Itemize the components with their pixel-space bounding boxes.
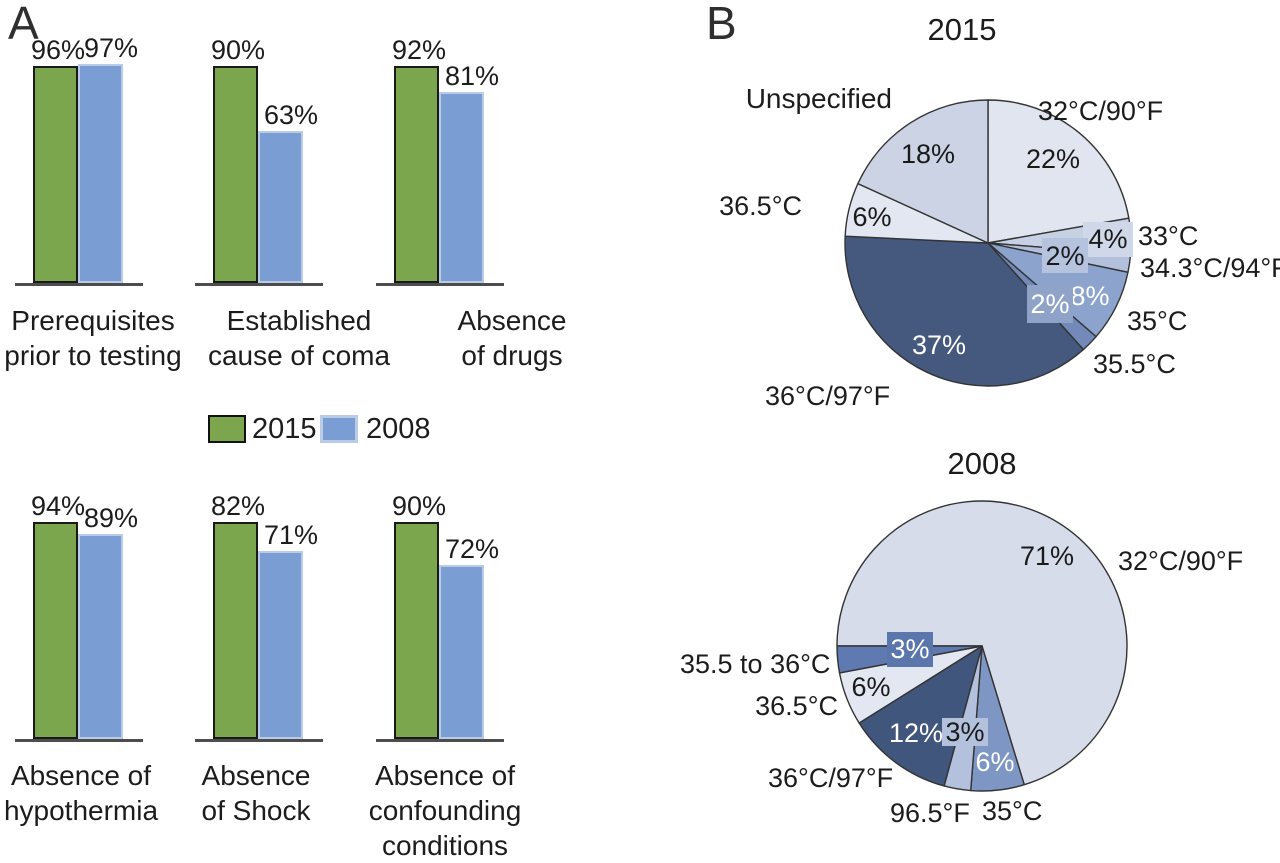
bar-value-2008: 81%: [445, 61, 500, 91]
pie-percent-label: 3%: [945, 717, 985, 747]
chart-title-line: hypothermia: [3, 795, 159, 826]
pie-category-label: 36°C/97°F: [765, 381, 891, 411]
pie-percent-label: 6%: [975, 747, 1015, 777]
chart-title: Absence of Shock: [136, 758, 376, 828]
pie-percent-label: 4%: [1088, 224, 1128, 254]
percent-label-box: [1027, 285, 1073, 323]
chart-title-line: Prerequisites: [11, 305, 175, 336]
pie-percent-label: 71%: [1019, 541, 1075, 571]
chart-title-line: of drugs: [461, 340, 563, 371]
bar-2015: [213, 522, 258, 739]
percent-label-box: [1042, 238, 1088, 273]
pie-percent-label: 8%: [1070, 281, 1110, 311]
bar-value-2008: 72%: [445, 534, 500, 564]
pie-percent-label: 22%: [1025, 144, 1081, 174]
bar-value-2015: 90%: [392, 491, 447, 521]
pie-category-label: 33°C: [1138, 221, 1199, 251]
bar-value-2008: 89%: [84, 503, 139, 533]
percent-label-box: [1083, 222, 1133, 257]
pie-slice-36°C/97°F: [844, 235, 1085, 387]
bar-2008: [439, 92, 484, 283]
pie-slice-32°C/90°F: [836, 500, 1128, 786]
chart-title-line: Absence: [457, 305, 567, 336]
pie-category-label: 36.5°C: [755, 691, 838, 721]
pie-percent-label: 2%: [1045, 241, 1085, 271]
bar-axis: [15, 283, 143, 286]
pie-category-label: 96.5°F: [890, 798, 970, 828]
pie-slice-32°C/90°F: [987, 99, 1130, 244]
chart-title: Prerequisites prior to testing: [0, 303, 213, 373]
bar-2015: [33, 522, 78, 739]
pie-category-label: 34.3°C/94°F: [1140, 253, 1280, 283]
pie-category-label: Unspecified: [745, 83, 892, 114]
legend-label-2015: 2015: [252, 413, 317, 445]
pie-slice-36°C/97°F: [858, 645, 983, 787]
pie-percent-label: 37%: [911, 330, 967, 360]
bar-axis: [15, 739, 143, 742]
percent-label-box: [1068, 280, 1112, 312]
panel-b-label: B: [706, 0, 737, 49]
pie-category-label: 36.5°C: [719, 191, 802, 221]
pie-category-label: 35.5 to 36°C: [680, 649, 831, 679]
pie-percent-label: 3%: [890, 634, 930, 664]
bar-2008: [78, 64, 123, 283]
percent-label-box: [942, 718, 988, 746]
bar-value-2008: 71%: [264, 520, 319, 550]
legend-swatch-2015: [208, 415, 246, 443]
pie-2008: [836, 500, 1128, 792]
bar-axis: [376, 283, 504, 286]
bar-value-2015: 90%: [211, 35, 266, 65]
bar-value-2008: 97%: [84, 33, 139, 63]
chart-title-line: Established: [226, 305, 372, 336]
bar-value-2015: 94%: [31, 491, 86, 521]
chart-title: Absence of confounding conditions: [325, 758, 565, 863]
bar-2008: [258, 551, 303, 739]
pie-percent-label: 12%: [888, 718, 944, 748]
bar-2008: [78, 534, 123, 739]
chart-title-line: cause of coma: [207, 340, 391, 371]
bar-value-2015: 92%: [392, 35, 447, 65]
chart-title-line: conditions: [381, 830, 509, 861]
pie-percent-label: 18%: [900, 139, 956, 169]
bar-axis: [195, 283, 323, 286]
bar-2015: [213, 66, 258, 283]
chart-title: Absence of drugs: [392, 303, 632, 373]
pie-2008-title: 2008: [947, 446, 1017, 481]
pie-category-label: 35°C: [1127, 306, 1188, 336]
bar-value-2015: 82%: [211, 491, 266, 521]
chart-title: Established cause of coma: [179, 303, 419, 373]
pie-percent-label: 2%: [1030, 289, 1070, 319]
pie-2015-title: 2015: [927, 12, 997, 47]
bar-2008: [258, 131, 303, 283]
bar-axis: [195, 739, 323, 742]
bar-value-2008: 63%: [264, 100, 319, 130]
pie-category-label: 36°C/97°F: [768, 763, 894, 793]
chart-title-line: of Shock: [201, 795, 311, 826]
chart-title-line: Absence of: [374, 760, 516, 791]
percent-label-box: [887, 632, 933, 667]
chart-title: Absence of hypothermia: [0, 758, 201, 828]
legend-label-2008: 2008: [366, 413, 431, 445]
bar-2015: [394, 66, 439, 283]
panel-a-label: A: [8, 0, 39, 49]
pie-category-label: 35.5°C: [1093, 349, 1176, 379]
bar-value-2015: 96%: [31, 35, 86, 65]
legend-swatch-2008: [320, 415, 358, 443]
bar-2015: [394, 522, 439, 739]
chart-title-line: confounding: [368, 795, 522, 826]
pie-percent-label: 6%: [851, 672, 891, 702]
chart-title-line: Absence: [201, 760, 311, 791]
chart-title-line: Absence of: [10, 760, 152, 791]
pie-category-label: 32°C/90°F: [1038, 96, 1164, 126]
chart-title-line: prior to testing: [4, 340, 182, 371]
pie-category-label: 35°C: [982, 796, 1043, 826]
pie-2015: [844, 99, 1132, 387]
pie-category-label: 32°C/90°F: [1118, 546, 1244, 576]
bar-2015: [33, 66, 78, 283]
bar-axis: [376, 739, 504, 742]
bar-2008: [439, 565, 484, 739]
pie-percent-label: 6%: [852, 202, 892, 232]
pie-slice-Unspecified: [857, 99, 989, 244]
